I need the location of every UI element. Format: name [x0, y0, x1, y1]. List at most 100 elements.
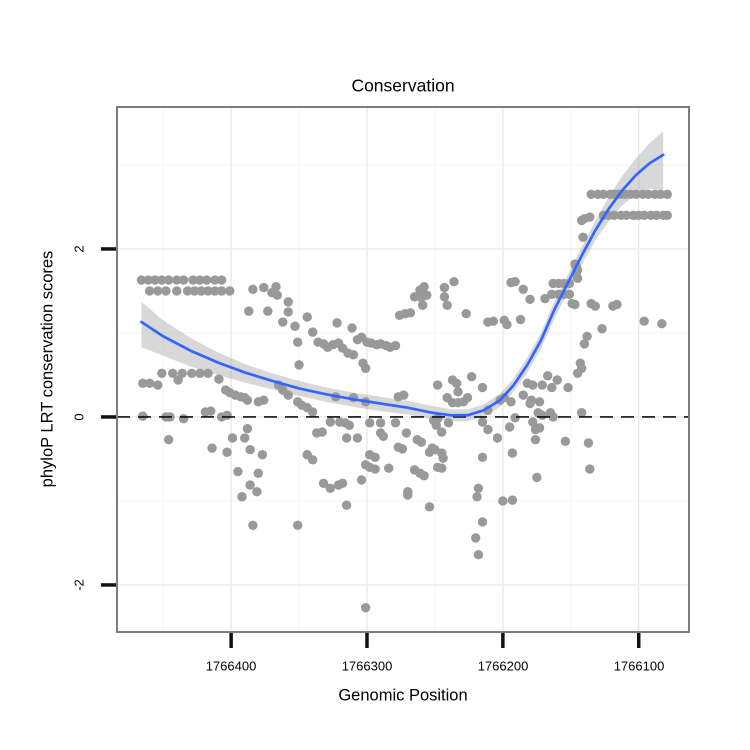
data-point: [242, 395, 253, 405]
data-point: [278, 317, 288, 327]
data-point: [564, 289, 575, 300]
data-point: [390, 340, 401, 351]
panel-border: [116, 106, 690, 633]
data-point: [172, 275, 182, 285]
data-point: [325, 483, 336, 494]
data-point: [290, 321, 300, 331]
data-point: [203, 368, 213, 378]
data-point: [657, 319, 667, 329]
data-point: [283, 297, 293, 307]
data-point: [643, 189, 653, 200]
data-point: [572, 273, 583, 284]
data-point: [639, 316, 649, 326]
data-point: [341, 433, 352, 443]
data-point: [597, 324, 607, 334]
data-point: [196, 286, 206, 296]
data-point: [245, 480, 255, 490]
data-point: [157, 368, 167, 378]
data-point: [222, 447, 232, 457]
data-point: [398, 390, 409, 400]
data-point: [477, 382, 488, 393]
data-point: [337, 478, 348, 489]
x-tick-label-1766200: 1766200: [477, 658, 529, 674]
x-tick-label-1766100: 1766100: [613, 658, 665, 674]
data-point: [195, 275, 205, 285]
data-point: [187, 368, 197, 378]
data-point: [163, 275, 174, 285]
data-point: [506, 397, 516, 407]
data-point: [419, 282, 429, 292]
data-point: [525, 398, 535, 409]
data-point: [472, 492, 482, 502]
y-tick-label-0: 0: [71, 413, 87, 421]
data-point: [424, 502, 435, 512]
data-point: [453, 387, 463, 397]
data-point: [272, 290, 283, 300]
y-axis-title: phyloP LRT conservation scores: [38, 250, 57, 488]
data-point: [439, 282, 450, 293]
data-point: [172, 286, 182, 296]
data-point: [150, 275, 160, 285]
data-point: [182, 286, 193, 296]
x-axis-title: Genomic Position: [338, 686, 468, 705]
data-point: [621, 210, 632, 221]
data-point: [548, 412, 558, 422]
data-point: [397, 444, 408, 454]
data-point: [585, 464, 595, 474]
data-point: [528, 417, 538, 427]
data-point: [360, 602, 371, 613]
data-point: [477, 452, 488, 462]
data-point: [253, 468, 264, 478]
data-point: [542, 371, 553, 381]
data-point: [560, 436, 571, 447]
data-point: [576, 408, 587, 418]
data-point: [518, 390, 528, 400]
data-point: [271, 282, 281, 292]
data-point: [530, 434, 541, 445]
data-point: [537, 410, 547, 420]
data-point: [662, 210, 672, 221]
data-point: [237, 492, 247, 502]
data-point: [344, 420, 355, 431]
data-point: [515, 314, 526, 325]
data-point: [518, 284, 528, 294]
data-point: [578, 232, 588, 242]
data-point: [473, 483, 484, 494]
data-point: [655, 189, 666, 200]
data-point: [341, 500, 352, 510]
data-point: [242, 424, 253, 434]
data-point: [240, 433, 250, 443]
data-point: [365, 418, 375, 428]
data-point: [418, 300, 428, 310]
data-point: [163, 434, 174, 445]
data-point: [510, 413, 520, 423]
data-point: [233, 466, 243, 477]
x-tick-label-1766400: 1766400: [205, 658, 257, 674]
confidence-ribbon: [141, 131, 664, 422]
data-point: [248, 284, 258, 294]
data-point: [370, 464, 380, 474]
data-point: [461, 308, 471, 319]
data-point: [222, 410, 232, 420]
data-point: [307, 455, 318, 465]
data-point: [244, 306, 254, 316]
data-point: [263, 306, 273, 316]
data-point: [437, 463, 447, 473]
data-point: [572, 368, 583, 378]
data-point: [525, 294, 535, 305]
data-point: [439, 292, 450, 302]
data-point: [662, 189, 672, 200]
data-point: [203, 286, 213, 296]
data-point: [412, 434, 422, 445]
data-point: [422, 290, 432, 300]
data-point: [582, 331, 592, 342]
data-point: [432, 380, 443, 390]
data-point: [473, 550, 484, 560]
data-point: [590, 301, 600, 311]
data-point: [225, 286, 235, 296]
data-point: [449, 277, 459, 287]
data-point: [214, 374, 224, 384]
data-point: [347, 323, 357, 333]
data-point: [586, 189, 596, 200]
